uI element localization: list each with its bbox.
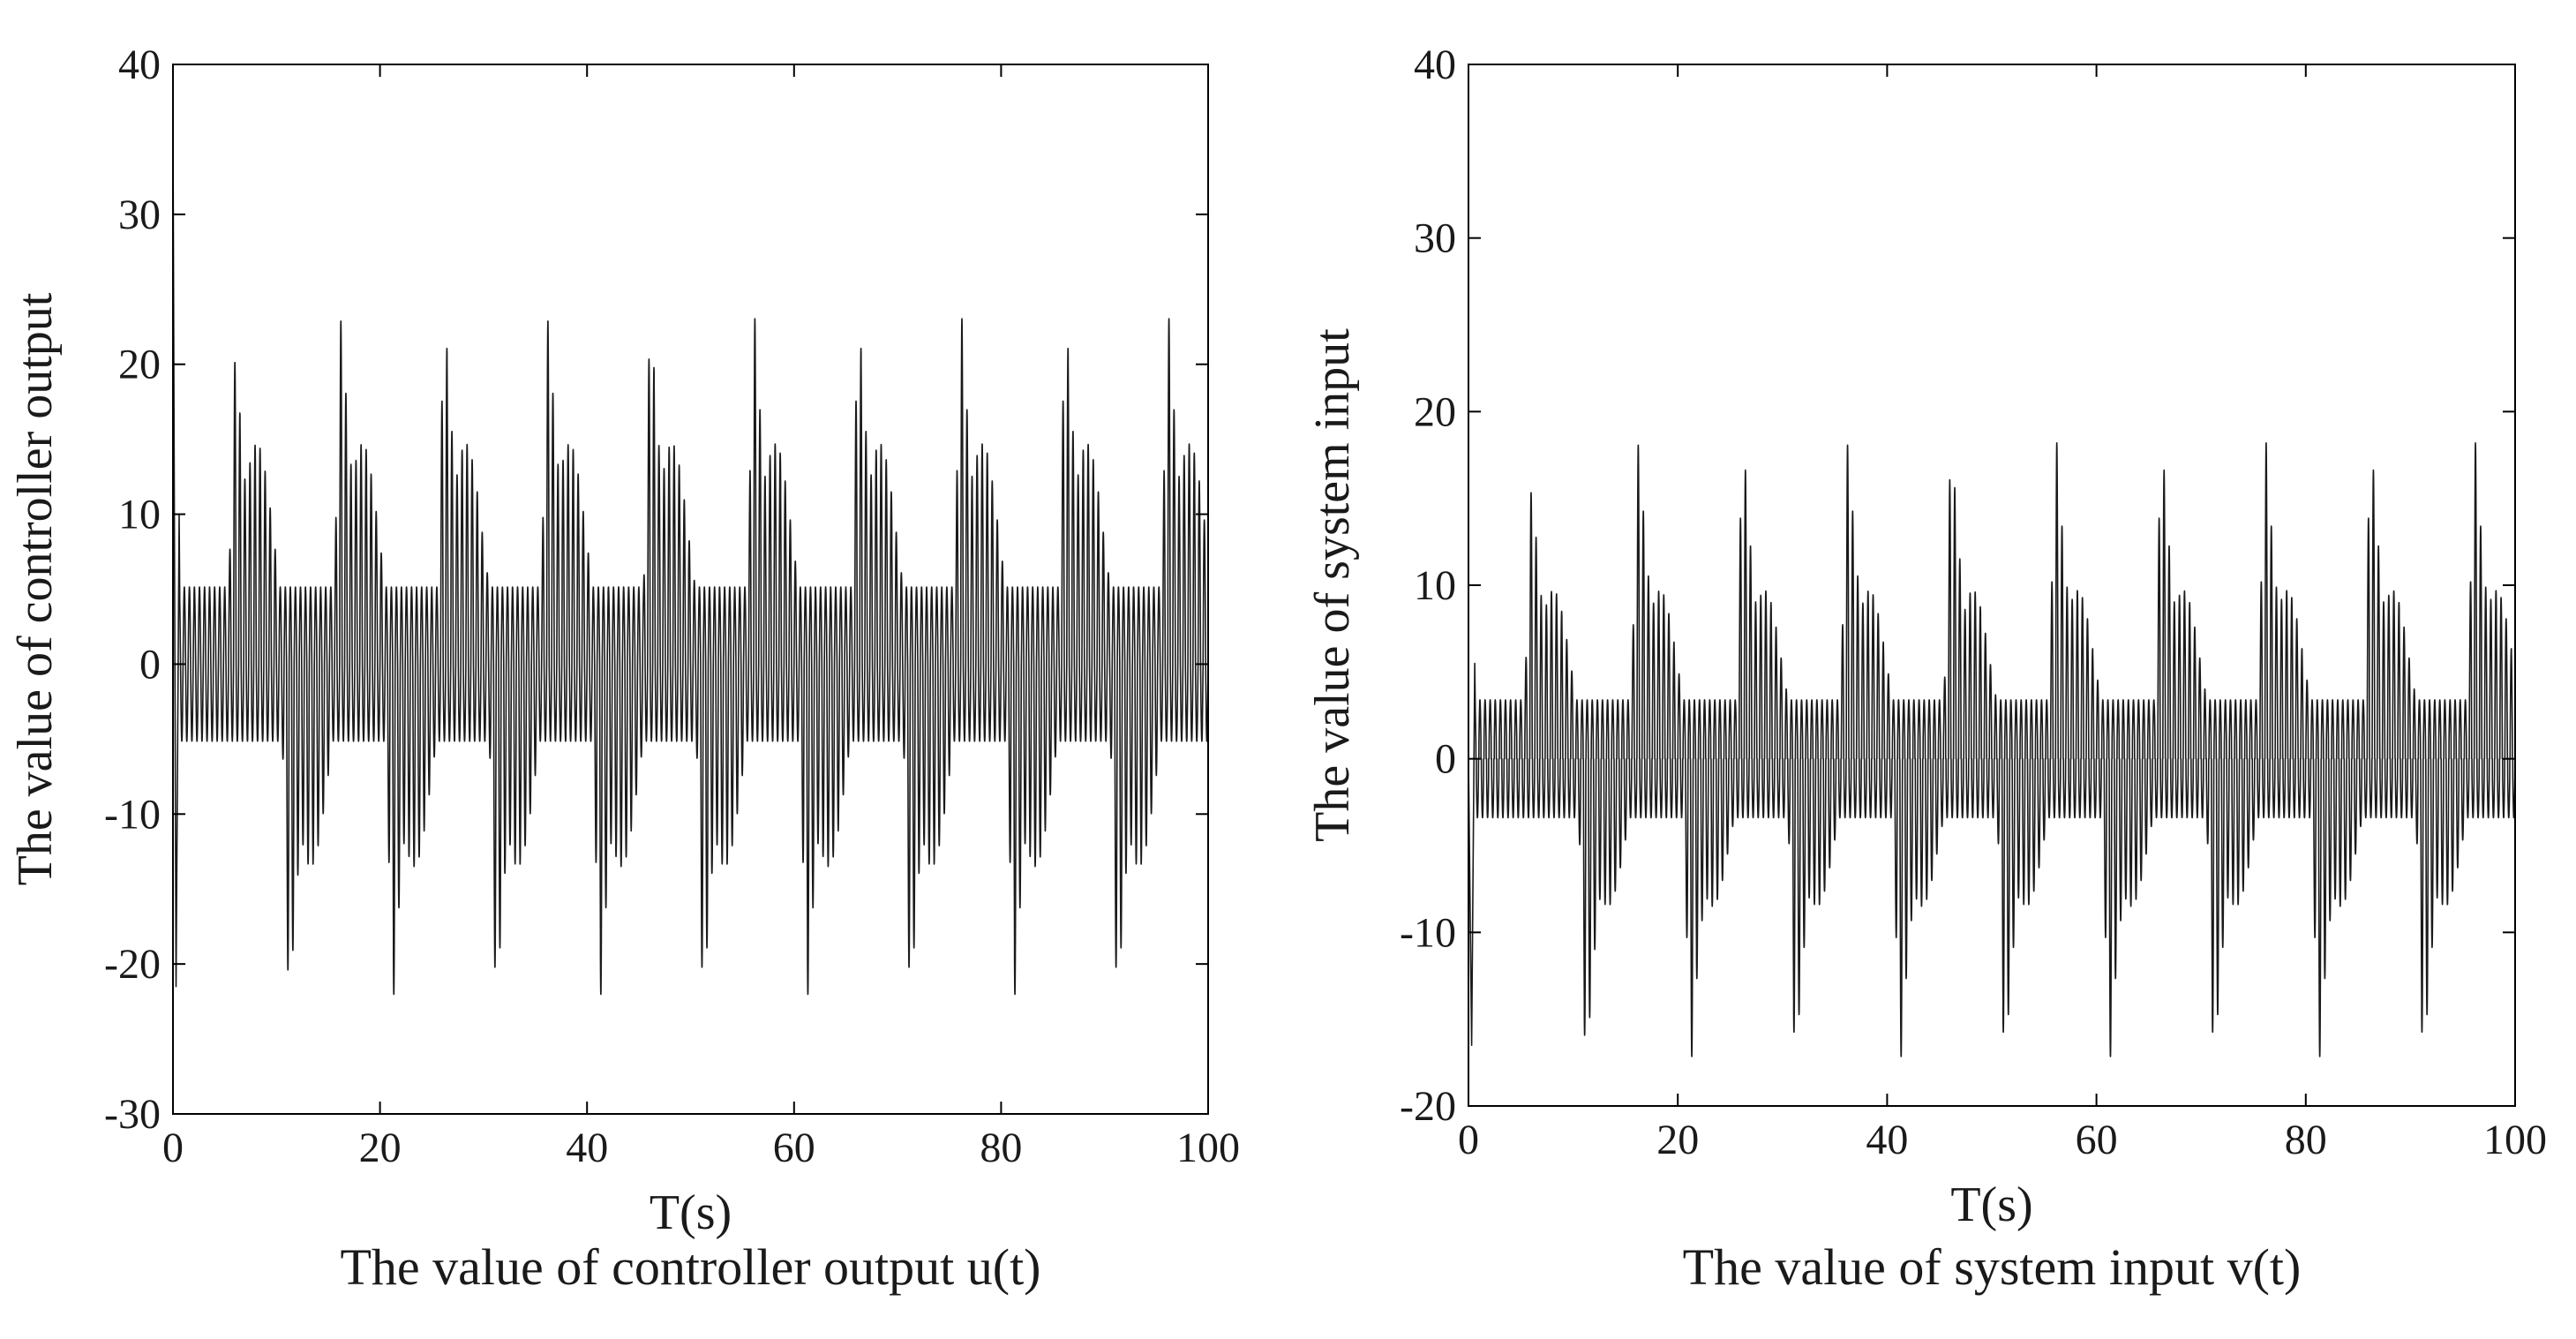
x-tick-label: 20 xyxy=(1656,1117,1699,1163)
y-tick-label: -20 xyxy=(104,941,161,988)
y-tick-label: -10 xyxy=(1400,909,1456,956)
series-line-u(t) xyxy=(172,124,1209,996)
y-tick-label: 20 xyxy=(1414,388,1456,435)
x-tick-label: 20 xyxy=(359,1125,402,1171)
y-tick-label: 30 xyxy=(118,192,161,238)
y-tick-label: -10 xyxy=(104,791,161,838)
x-tick-label: 40 xyxy=(566,1125,608,1171)
y-tick-label: -30 xyxy=(104,1091,161,1138)
y-tick-label: 10 xyxy=(1414,562,1456,609)
y-axis-label: The value of controller output xyxy=(8,292,63,885)
series-line-v(t) xyxy=(1468,442,2516,1057)
x-tick-label: 80 xyxy=(980,1125,1022,1171)
y-tick-label: 30 xyxy=(1414,215,1456,262)
y-tick-label: 10 xyxy=(118,492,161,538)
x-tick-label: 60 xyxy=(2076,1117,2118,1163)
y-tick-label: 0 xyxy=(139,641,161,688)
x-tick-label: 80 xyxy=(2285,1117,2327,1163)
x-tick-label: 100 xyxy=(2483,1117,2547,1163)
y-tick-label: 40 xyxy=(1414,41,1456,88)
x-tick-label: 0 xyxy=(1458,1117,1479,1163)
y-tick-label: 40 xyxy=(118,41,161,88)
x-tick-label: 60 xyxy=(773,1125,815,1171)
x-tick-label: 40 xyxy=(1866,1117,1908,1163)
plot-frame xyxy=(172,64,1209,1115)
chart-system-input: 0 20 40 60 80 100 -20 -10 0 10 20 30 40 T(s) The value… xyxy=(1305,41,2547,1296)
chart-caption: The value of controller output u(t) xyxy=(340,1238,1040,1296)
x-axis-label: T(s) xyxy=(650,1185,732,1240)
y-axis-label: The value of system input xyxy=(1305,328,1360,842)
x-axis-label: T(s) xyxy=(1950,1177,2032,1232)
y-tick-label: 0 xyxy=(1435,736,1456,783)
y-tick-label: 20 xyxy=(118,342,161,388)
chart-caption: The value of system input v(t) xyxy=(1683,1238,2302,1296)
y-tick-label: -20 xyxy=(1400,1083,1456,1130)
x-tick-label: 100 xyxy=(1176,1125,1240,1171)
x-tick-label: 0 xyxy=(162,1125,184,1171)
